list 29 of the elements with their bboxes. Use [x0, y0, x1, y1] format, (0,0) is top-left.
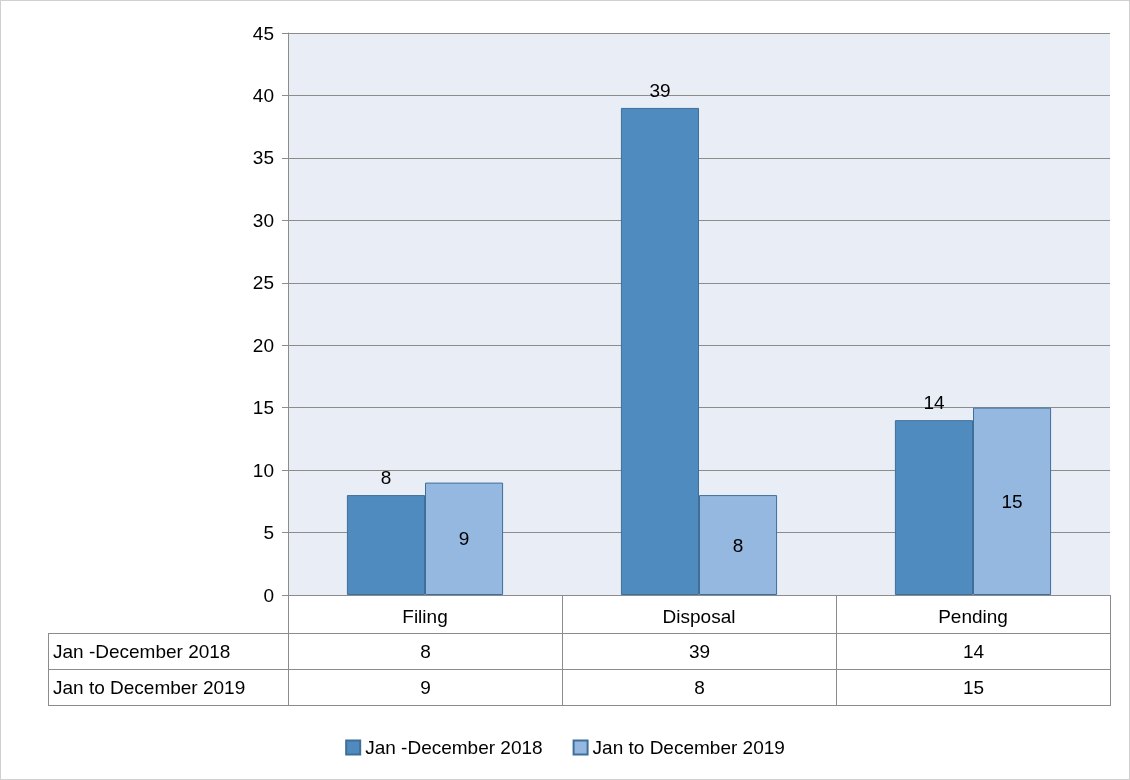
data-label: 39 — [562, 633, 837, 670]
y-tick-label: 45 — [252, 22, 274, 44]
y-tick-label: 40 — [252, 84, 274, 106]
y-tick-label: 0 — [263, 584, 274, 606]
y-tick-label: 10 — [252, 459, 274, 481]
annotation: 9 — [458, 528, 470, 550]
text: Jan -December 2018 — [53, 640, 231, 662]
data-label: 9 — [288, 669, 563, 706]
data-label: 15 — [836, 669, 1111, 706]
x-tick-label: Filing — [402, 606, 448, 627]
annotation: 8 — [380, 467, 392, 489]
x-tick-label: Disposal — [662, 606, 736, 627]
annotation: 8 — [732, 534, 744, 556]
y-tick-label: 30 — [252, 209, 274, 231]
y-tick-label: 35 — [252, 147, 274, 169]
text: Jan to December 2019 — [53, 676, 246, 698]
y-tick-label: 20 — [252, 334, 274, 356]
annotation: 15 — [1001, 490, 1023, 512]
y-tick-label: 15 — [252, 397, 274, 419]
legend-label: Jan to December 2019 — [592, 737, 785, 758]
annotation: 39 — [649, 79, 671, 101]
data-label: 14 — [836, 633, 1111, 670]
legend-label: Jan -December 2018 — [365, 737, 543, 758]
data-label: 8 — [562, 669, 837, 706]
y-tick-label: 25 — [252, 272, 274, 294]
data-label: 8 — [288, 633, 563, 670]
y-tick-label: 5 — [263, 522, 274, 544]
annotation: 14 — [923, 392, 945, 414]
x-tick-label: Pending — [938, 606, 1008, 627]
